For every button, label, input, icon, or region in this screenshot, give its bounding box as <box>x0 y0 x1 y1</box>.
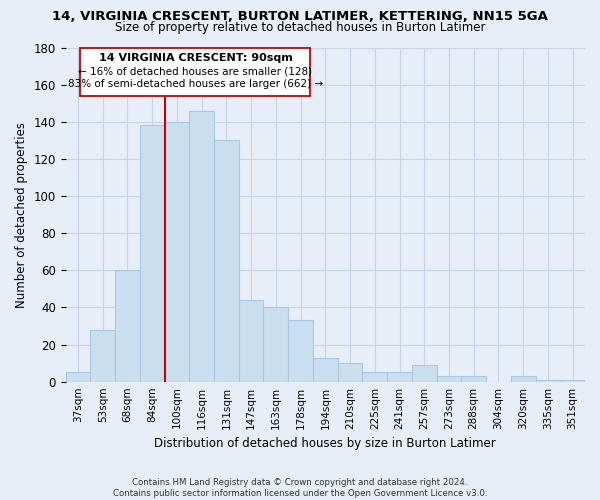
Bar <box>387 372 412 382</box>
Bar <box>338 363 362 382</box>
Bar <box>239 300 263 382</box>
Text: 14 VIRGINIA CRESCENT: 90sqm: 14 VIRGINIA CRESCENT: 90sqm <box>98 53 292 63</box>
Bar <box>80 48 310 96</box>
Bar <box>288 320 313 382</box>
Text: 14, VIRGINIA CRESCENT, BURTON LATIMER, KETTERING, NN15 5GA: 14, VIRGINIA CRESCENT, BURTON LATIMER, K… <box>52 10 548 23</box>
Bar <box>560 380 585 382</box>
Bar <box>140 126 164 382</box>
Bar <box>536 380 560 382</box>
Bar <box>362 372 387 382</box>
X-axis label: Distribution of detached houses by size in Burton Latimer: Distribution of detached houses by size … <box>154 437 496 450</box>
Text: 83% of semi-detached houses are larger (662) →: 83% of semi-detached houses are larger (… <box>68 79 323 89</box>
Y-axis label: Number of detached properties: Number of detached properties <box>15 122 28 308</box>
Bar <box>437 376 461 382</box>
Bar <box>65 372 91 382</box>
Bar <box>511 376 536 382</box>
Bar <box>115 270 140 382</box>
Bar <box>263 308 288 382</box>
Bar <box>461 376 486 382</box>
Bar <box>164 122 190 382</box>
Text: Contains HM Land Registry data © Crown copyright and database right 2024.
Contai: Contains HM Land Registry data © Crown c… <box>113 478 487 498</box>
Bar <box>214 140 239 382</box>
Bar <box>91 330 115 382</box>
Bar <box>190 110 214 382</box>
Bar <box>412 365 437 382</box>
Text: ← 16% of detached houses are smaller (128): ← 16% of detached houses are smaller (12… <box>79 66 313 76</box>
Bar <box>313 358 338 382</box>
Text: Size of property relative to detached houses in Burton Latimer: Size of property relative to detached ho… <box>115 21 485 34</box>
